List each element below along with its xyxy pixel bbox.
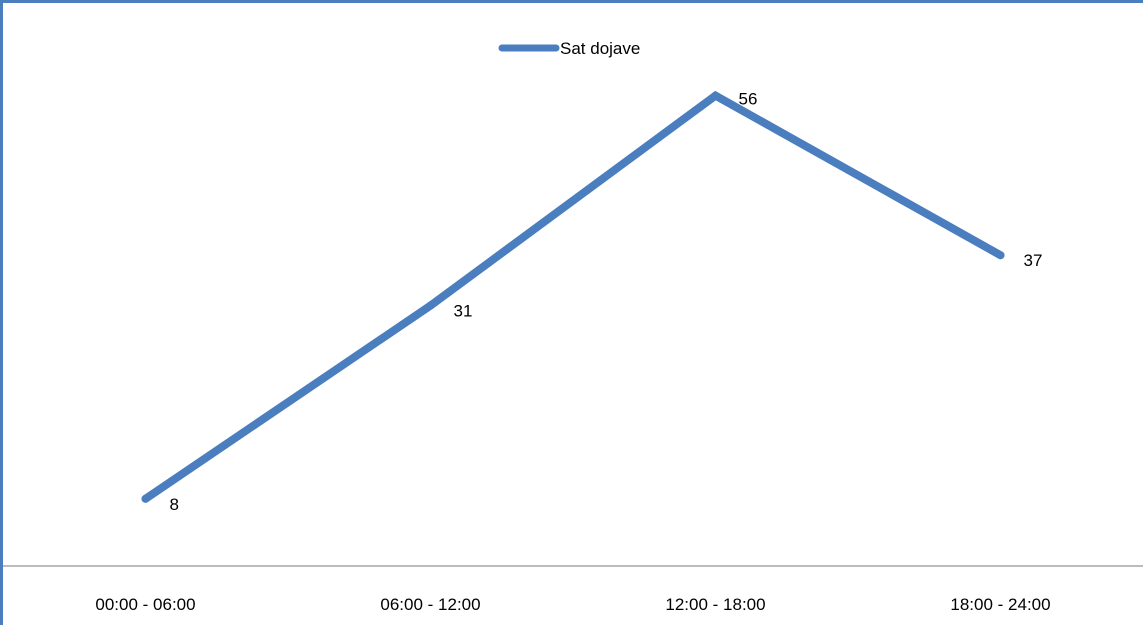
series-layer xyxy=(141,90,1005,503)
series-line-sat-dojave xyxy=(141,90,1005,503)
x-tick-label: 12:00 - 18:00 xyxy=(665,595,765,614)
x-tick-label: 00:00 - 06:00 xyxy=(95,595,195,614)
data-label: 37 xyxy=(1024,251,1043,270)
legend-label-sat-dojave: Sat dojave xyxy=(560,39,640,58)
data-point xyxy=(426,301,435,310)
x-tick-label: 06:00 - 12:00 xyxy=(380,595,480,614)
data-label: 31 xyxy=(454,302,473,321)
data-point xyxy=(996,251,1005,260)
x-axis-tick-labels: 00:00 - 06:00 06:00 - 12:00 12:00 - 18:00 1… xyxy=(95,595,1050,614)
x-tick-label: 18:00 - 24:00 xyxy=(950,595,1050,614)
data-point xyxy=(141,494,150,503)
data-label: 8 xyxy=(170,495,179,514)
data-labels: 8 31 56 37 xyxy=(170,90,1043,514)
legend: Sat dojave xyxy=(498,39,640,58)
data-label: 56 xyxy=(739,90,758,109)
data-point xyxy=(711,91,720,100)
